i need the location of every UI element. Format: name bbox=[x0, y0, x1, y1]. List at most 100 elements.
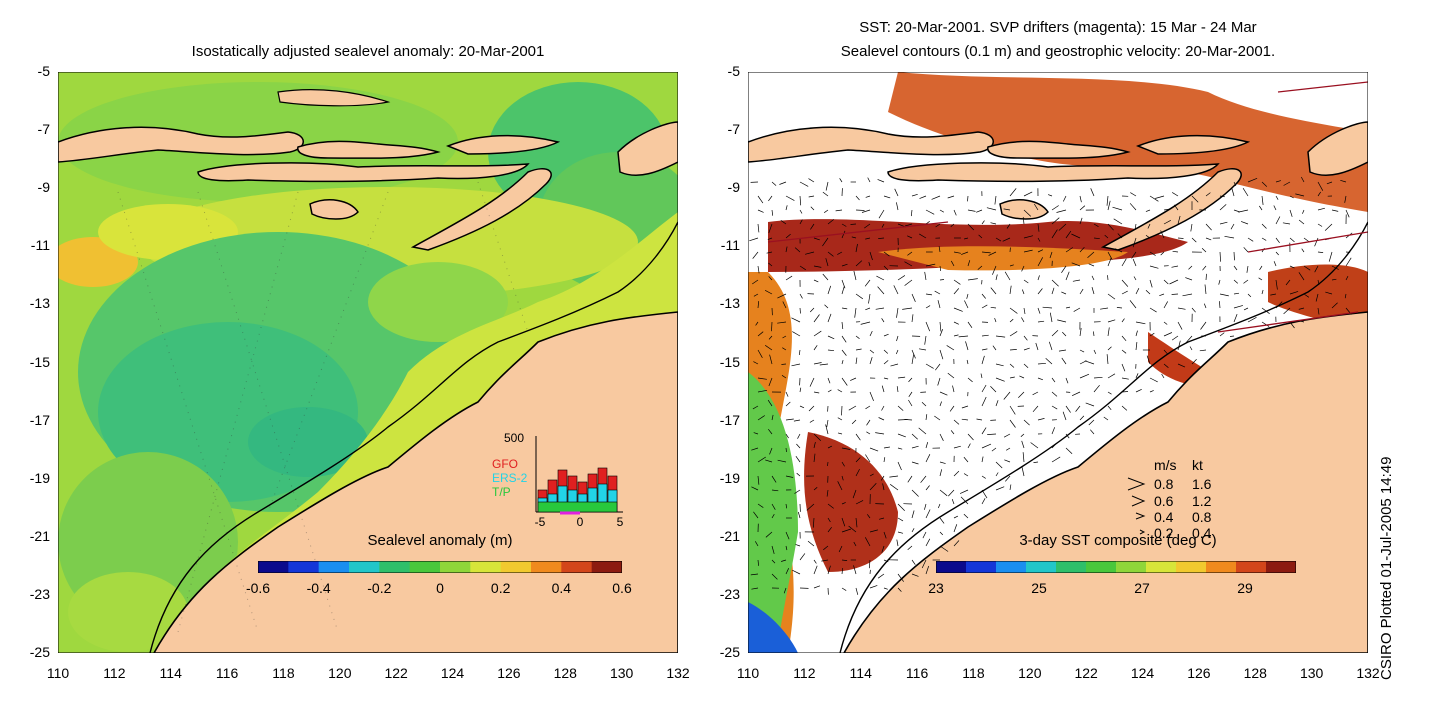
velocity-arrow bbox=[1160, 251, 1165, 256]
velocity-arrow bbox=[1051, 377, 1056, 383]
velocity-arrow bbox=[1058, 223, 1067, 231]
longitude-tick-label: 122 bbox=[384, 665, 408, 681]
velocity-arrow bbox=[1219, 251, 1221, 262]
velocity-legend-ms: 0.2 bbox=[1154, 525, 1174, 540]
velocity-arrow bbox=[1021, 440, 1025, 449]
velocity-arrow bbox=[813, 279, 819, 283]
velocity-arrow bbox=[785, 447, 787, 453]
velocity-arrow bbox=[768, 335, 773, 340]
timor-island bbox=[410, 168, 552, 251]
velocity-arrow bbox=[1261, 289, 1264, 295]
velocity-arrow bbox=[1129, 300, 1137, 309]
velocity-arrow bbox=[966, 359, 969, 365]
velocity-arrow bbox=[1146, 355, 1151, 365]
velocity-arrow bbox=[769, 354, 773, 365]
velocity-arrow bbox=[1301, 248, 1305, 253]
velocity-arrow bbox=[937, 377, 941, 386]
velocity-arrow bbox=[925, 454, 931, 463]
longitude-tick-label: 124 bbox=[1130, 665, 1155, 681]
velocity-arrow bbox=[813, 362, 822, 365]
velocity-arrow bbox=[813, 585, 821, 589]
velocity-arrow bbox=[1233, 181, 1237, 186]
velocity-arrow bbox=[1121, 318, 1125, 323]
velocity-arrow bbox=[1065, 247, 1073, 253]
java-island bbox=[58, 126, 304, 163]
colorbar-segment bbox=[1056, 561, 1087, 573]
velocity-arrow bbox=[907, 251, 913, 256]
latitude-tick-label: -25 bbox=[29, 644, 50, 660]
velocity-legend-kt-header: kt bbox=[1192, 457, 1203, 473]
velocity-arrow bbox=[1131, 251, 1137, 259]
velocity-arrow bbox=[908, 377, 913, 383]
velocity-arrow bbox=[1034, 203, 1039, 211]
velocity-arrow bbox=[976, 209, 983, 213]
velocity-arrow bbox=[911, 510, 915, 519]
velocity-arrow bbox=[1021, 265, 1025, 272]
velocity-arrow bbox=[799, 219, 803, 225]
velocity-arrow bbox=[1273, 261, 1277, 267]
velocity-arrow bbox=[1247, 293, 1252, 298]
velocity-legend-kt: 0.4 bbox=[1192, 525, 1212, 540]
velocity-arrow bbox=[855, 587, 859, 595]
velocity-arrow bbox=[1116, 307, 1123, 309]
velocity-arrow bbox=[1328, 251, 1333, 262]
velocity-arrow bbox=[1191, 195, 1199, 203]
velocity-arrow bbox=[911, 433, 918, 440]
velocity-arrow bbox=[1149, 265, 1159, 269]
sealevel-anomaly-map bbox=[58, 72, 678, 653]
velocity-arrow bbox=[771, 514, 775, 519]
velocity-arrow bbox=[1061, 265, 1067, 273]
velocity-arrow bbox=[1218, 279, 1221, 285]
velocity-arrow bbox=[819, 363, 829, 366]
velocity-arrow bbox=[889, 484, 899, 491]
eastern-island bbox=[617, 121, 678, 176]
velocity-arrow bbox=[799, 195, 802, 206]
velocity-arrow bbox=[855, 468, 860, 477]
velocity-arrow bbox=[749, 237, 759, 242]
velocity-arrow bbox=[1042, 306, 1053, 309]
velocity-arrow bbox=[1009, 484, 1012, 491]
velocity-arrow bbox=[880, 475, 885, 481]
velocity-arrow bbox=[1079, 217, 1083, 225]
velocity-arrow bbox=[953, 307, 963, 312]
velocity-arrow bbox=[1258, 277, 1263, 281]
velocity-arrow bbox=[925, 209, 935, 215]
velocity-arrow bbox=[823, 545, 829, 551]
velocity-arrow bbox=[825, 181, 829, 191]
velocity-arrow bbox=[794, 247, 801, 253]
velocity-arrow bbox=[841, 349, 847, 356]
velocity-arrow bbox=[1037, 257, 1044, 267]
timor-island bbox=[1100, 168, 1242, 251]
velocity-arrow bbox=[767, 399, 773, 407]
velocity-arrow bbox=[795, 455, 801, 463]
velocity-arrow bbox=[1273, 205, 1277, 211]
velocity-arrow bbox=[1065, 447, 1073, 454]
velocity-arrow bbox=[1037, 307, 1041, 314]
velocity-arrow bbox=[875, 432, 885, 435]
velocity-arrow bbox=[947, 195, 955, 199]
velocity-arrow bbox=[865, 405, 871, 410]
velocity-arrow bbox=[827, 503, 834, 509]
velocity-arrow bbox=[1149, 195, 1159, 202]
velocity-arrow bbox=[939, 461, 946, 464]
velocity-arrow bbox=[1023, 335, 1028, 341]
velocity-arrow bbox=[925, 263, 936, 267]
longitude-tick-label: 132 bbox=[666, 665, 690, 681]
velocity-arrow bbox=[799, 405, 805, 409]
velocity-arrow bbox=[827, 285, 832, 295]
velocity-arrow bbox=[965, 341, 969, 351]
velocity-arrow bbox=[799, 181, 809, 187]
velocity-arrow bbox=[897, 503, 905, 511]
velocity-arrow bbox=[757, 331, 764, 337]
velocity-arrow bbox=[1121, 377, 1129, 380]
velocity-arrow bbox=[768, 195, 773, 202]
velocity-arrow bbox=[1240, 221, 1249, 225]
velocity-arrow bbox=[995, 461, 1003, 469]
velocity-arrow bbox=[1022, 217, 1025, 225]
velocity-arrow bbox=[1047, 194, 1053, 197]
longitude-tick-label: 110 bbox=[46, 665, 70, 681]
velocity-arrow bbox=[911, 445, 919, 449]
velocity-arrow bbox=[796, 443, 801, 449]
velocity-arrow bbox=[1160, 230, 1165, 239]
velocity-arrow bbox=[947, 372, 955, 379]
